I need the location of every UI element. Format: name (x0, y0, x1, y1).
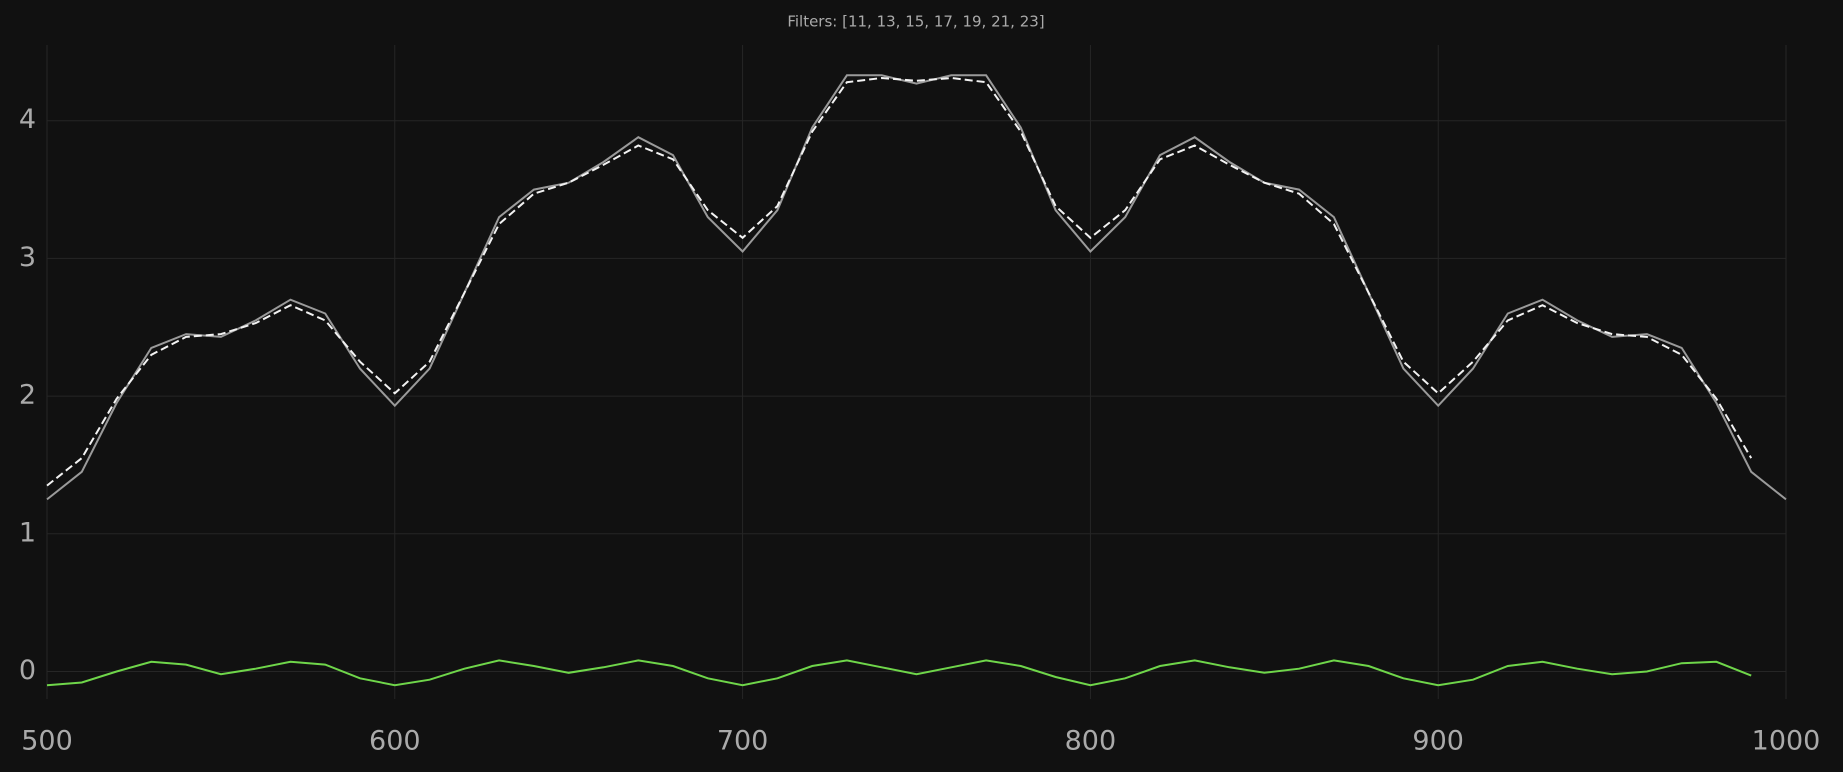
x-tick-label: 1000 (1752, 726, 1821, 757)
series-line (46, 74, 1787, 501)
y-tick-label: 4 (19, 104, 36, 135)
x-tick-label: 500 (21, 726, 73, 757)
x-tick-label: 900 (1412, 726, 1464, 757)
y-tick-label: 3 (19, 242, 36, 273)
y-tick-label: 2 (19, 380, 36, 411)
y-tick-label: 0 (19, 655, 36, 686)
x-tick-label: 600 (369, 726, 421, 757)
x-tick-label: 800 (1065, 726, 1117, 757)
series-line (46, 659, 1752, 687)
series-line (46, 76, 1753, 487)
y-tick-label: 1 (19, 517, 36, 548)
x-tick-label: 700 (717, 726, 769, 757)
chart-title: Filters: [11, 13, 15, 17, 19, 21, 23] (787, 13, 1044, 31)
